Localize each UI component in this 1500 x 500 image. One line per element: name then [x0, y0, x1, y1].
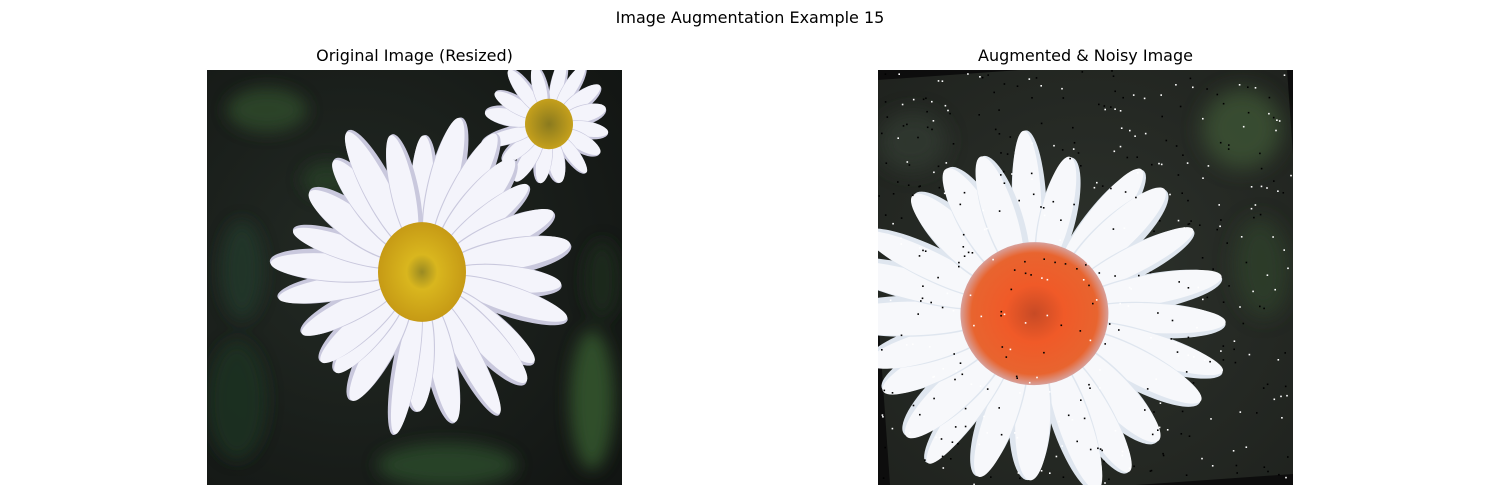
augmented-daisy-photo — [878, 70, 1293, 485]
original-image-title: Original Image (Resized) — [316, 46, 513, 65]
daisy-photo — [207, 70, 622, 485]
figure-title: Image Augmentation Example 15 — [615, 8, 885, 27]
original-image — [207, 70, 622, 485]
augmented-image-title: Augmented & Noisy Image — [978, 46, 1193, 65]
augmented-image — [878, 70, 1293, 485]
